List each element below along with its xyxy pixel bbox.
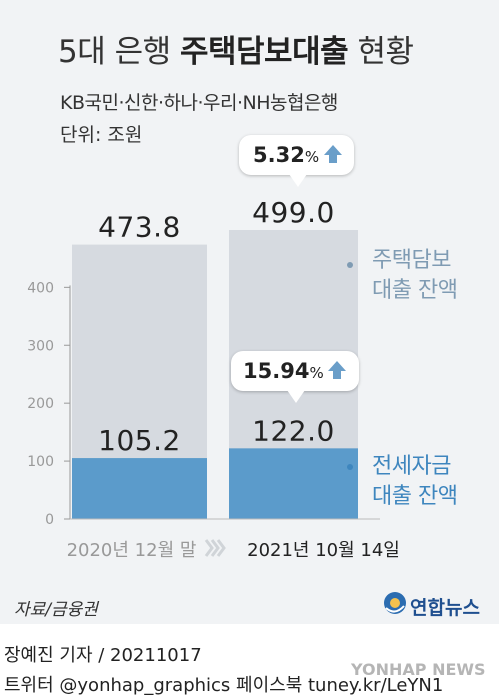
arrow-up-icon bbox=[324, 145, 342, 163]
value-label-mortgage: 473.8 bbox=[98, 211, 181, 244]
yonhap-logo-text: 연합뉴스 bbox=[410, 597, 480, 619]
value-label-mortgage: 499.0 bbox=[252, 196, 335, 229]
chart-title: 5대 은행 주택담보대출 현황 bbox=[58, 26, 414, 71]
arrow-up-icon bbox=[328, 361, 346, 379]
chevron-stroke bbox=[204, 539, 214, 557]
series-label-line: 전세자금 bbox=[372, 454, 451, 479]
watermark: YONHAP NEWS bbox=[351, 660, 486, 679]
series-label-mortgage: 주택담보 대출 잔액 bbox=[372, 246, 458, 306]
category-label: 2020년 12월 말 bbox=[67, 540, 197, 561]
growth-unit: % bbox=[309, 364, 324, 382]
bar-jeonse-1 bbox=[229, 448, 358, 519]
growth-value: 5.32 bbox=[253, 143, 305, 167]
reporter-credit: 장예진 기자 / 20211017 bbox=[4, 645, 202, 666]
title-bold: 주택담보대출 bbox=[180, 34, 349, 70]
y-tick-label: 400 bbox=[27, 280, 54, 296]
y-tick-label: 300 bbox=[27, 338, 54, 354]
growth-callout-mortgage: 5.32% bbox=[239, 135, 354, 187]
title-prefix: 5대 은행 bbox=[58, 34, 180, 70]
value-label-jeonse: 105.2 bbox=[98, 424, 181, 457]
growth-unit: % bbox=[304, 148, 320, 166]
series-label-line: 대출 잔액 bbox=[372, 484, 458, 509]
growth-callout-jeonse: 15.94% bbox=[231, 351, 359, 403]
bar-chart: 0 100 200 300 400 473.8 499.0 105.2 122.0 2020년 1… bbox=[27, 196, 400, 561]
value-label-jeonse: 122.0 bbox=[252, 414, 335, 447]
category-label: 2021년 10월 14일 bbox=[247, 540, 400, 561]
title-suffix: 현황 bbox=[348, 34, 414, 70]
chevron-right-icon bbox=[204, 539, 226, 557]
y-tick-label: 0 bbox=[45, 512, 54, 528]
yonhap-logo-icon bbox=[384, 592, 406, 614]
series-label-line: 대출 잔액 bbox=[372, 278, 458, 303]
series-label-jeonse: 전세자금 대출 잔액 bbox=[372, 452, 458, 512]
chevron-stroke bbox=[210, 539, 220, 557]
chart-subtitle: KB국민·신한·하나·우리·NH농협은행 bbox=[60, 92, 338, 114]
series-label-line: 주택담보 bbox=[372, 248, 451, 273]
y-tick-label: 100 bbox=[27, 454, 54, 470]
y-tick-label: 200 bbox=[27, 396, 54, 412]
series-marker-jeonse bbox=[347, 464, 353, 470]
source-note: 자료/금융권 bbox=[14, 600, 98, 620]
social-links: 트위터 @yonhap_graphics 페이스북 tuney.kr/LeYN1 bbox=[4, 675, 444, 696]
series-marker-mortgage bbox=[347, 262, 353, 268]
growth-value: 15.94 bbox=[243, 359, 310, 383]
bar-jeonse-0 bbox=[72, 458, 207, 519]
unit-label: 단위: 조원 bbox=[60, 124, 143, 146]
chevron-stroke bbox=[216, 539, 226, 557]
